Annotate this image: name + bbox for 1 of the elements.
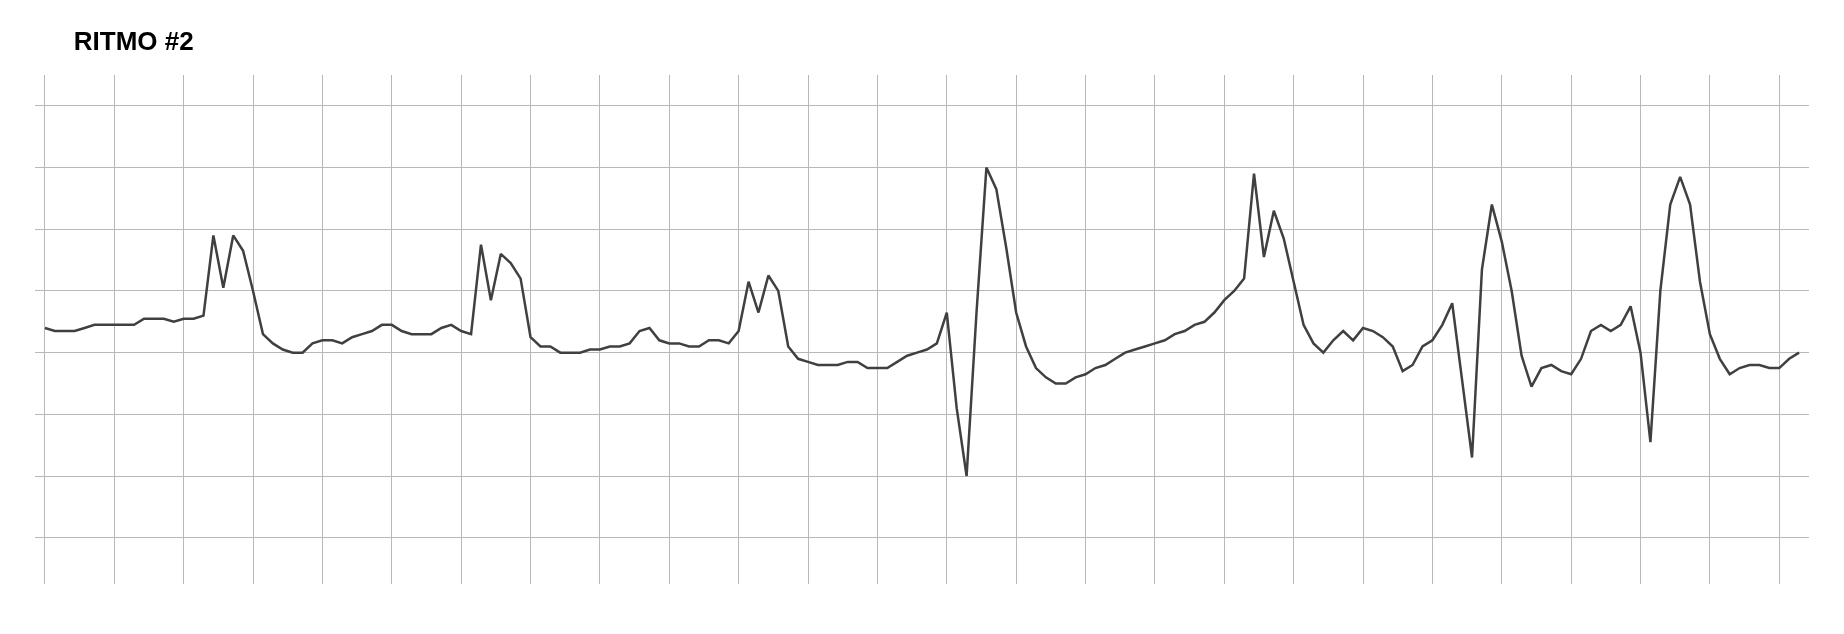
chart-title: RITMO #2 <box>73 25 194 56</box>
